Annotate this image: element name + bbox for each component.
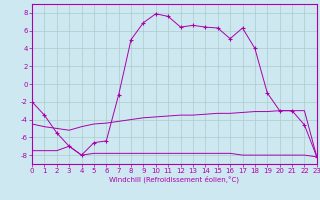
- X-axis label: Windchill (Refroidissement éolien,°C): Windchill (Refroidissement éolien,°C): [109, 176, 239, 183]
